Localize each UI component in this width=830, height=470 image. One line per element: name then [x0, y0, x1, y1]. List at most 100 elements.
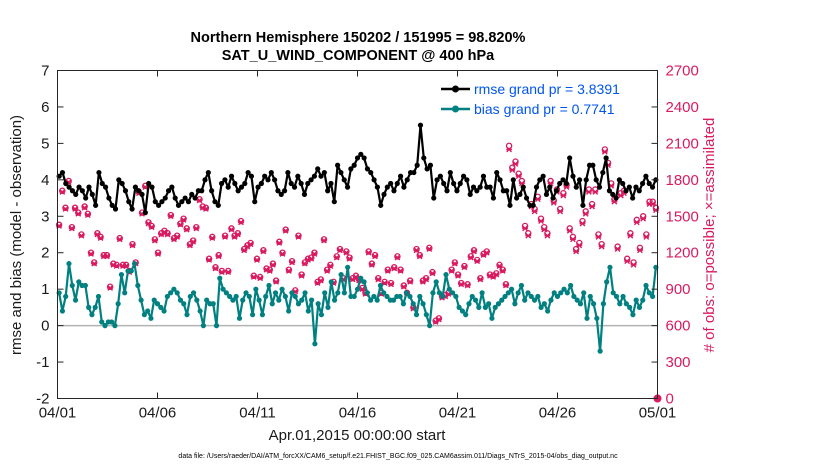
possible-marker: [288, 257, 296, 265]
rmse-point: [318, 173, 324, 179]
bias-point: [161, 308, 167, 314]
rmse-point: [285, 169, 291, 176]
rmse-point: [583, 177, 589, 183]
possible-marker: [71, 204, 79, 212]
legend-bias-label: bias grand pr = 0.7741: [474, 101, 615, 117]
rmse-point: [643, 173, 649, 179]
rmse-point: [96, 169, 102, 176]
assimilated-marker: [435, 316, 442, 323]
bias-point: [63, 293, 69, 300]
assimilated-marker: [544, 232, 551, 239]
possible-marker: [263, 265, 270, 272]
possible-marker: [464, 281, 471, 288]
assimilated-marker: [228, 226, 235, 233]
rmse-point: [252, 199, 258, 205]
rmse-point: [447, 169, 453, 176]
bias-point: [89, 312, 95, 318]
bias-point: [525, 290, 531, 296]
bias-point: [276, 297, 282, 303]
rmse-point: [639, 180, 646, 187]
bias-point: [476, 304, 482, 310]
assimilated-marker: [183, 226, 190, 233]
bias-point: [131, 261, 138, 267]
rmse-point: [570, 173, 576, 179]
bias-point: [371, 293, 377, 300]
left-tick-label: 0: [41, 318, 49, 335]
rmse-point: [179, 199, 185, 205]
right-tick-label: 1200: [666, 245, 699, 262]
bias-point: [541, 301, 547, 307]
bias-point: [236, 315, 243, 321]
possible-marker: [94, 230, 101, 237]
rmse-point: [616, 177, 622, 183]
rmse-point: [351, 162, 357, 168]
possible-marker: [496, 261, 503, 269]
possible-marker: [193, 223, 200, 231]
rmse-point: [507, 202, 513, 208]
right-tick-label: 2100: [666, 135, 699, 152]
possible-marker: [406, 277, 414, 284]
possible-marker: [483, 248, 491, 255]
possible-marker: [461, 262, 468, 270]
bias-point: [259, 312, 266, 318]
assimilated-marker: [321, 237, 327, 244]
x-tick-label: 04/26: [539, 405, 577, 422]
right-tick-label: 900: [666, 281, 691, 298]
legend-rmse-label: rmse grand pr = 3.8391: [474, 81, 620, 97]
bias-point: [282, 293, 288, 300]
rmse-point: [63, 180, 69, 187]
rmse-point: [590, 162, 596, 168]
bias-point: [584, 315, 590, 321]
bias-point: [604, 279, 610, 285]
bias-point: [302, 290, 308, 296]
possible-marker: [285, 266, 293, 273]
assimilated-marker: [337, 247, 343, 254]
rmse-point: [331, 199, 337, 205]
rmse-point: [348, 166, 354, 172]
rmse-point: [354, 155, 361, 161]
assimilated-marker: [368, 261, 375, 268]
rmse-point: [451, 180, 457, 187]
bias-point: [613, 293, 620, 300]
right-tick-label: 300: [666, 354, 691, 371]
rmse-point: [165, 188, 172, 194]
bias-point: [243, 290, 249, 296]
possible-marker: [381, 278, 388, 286]
possible-marker: [180, 215, 187, 222]
rmse-point: [397, 173, 404, 179]
bias-point: [204, 297, 210, 303]
possible-marker: [209, 233, 216, 241]
bias-point: [436, 290, 443, 296]
bias-point: [338, 271, 344, 278]
x-tick-label: 04/16: [339, 405, 377, 422]
possible-marker: [276, 238, 283, 246]
possible-marker: [55, 221, 63, 229]
bias-point: [571, 293, 577, 300]
assimilated-marker: [471, 248, 477, 255]
assimilated-marker: [397, 268, 404, 274]
assimilated-marker: [416, 253, 423, 260]
left-tick-label: 5: [41, 135, 49, 152]
bias-point: [115, 301, 121, 307]
assimilated-marker: [614, 246, 621, 252]
possible-marker: [167, 211, 175, 219]
assimilated-marker: [365, 249, 372, 256]
assimilated-marker: [493, 271, 500, 278]
possible-marker: [234, 230, 242, 237]
rmse-point: [384, 184, 390, 190]
possible-marker: [186, 240, 194, 248]
assimilated-marker: [203, 206, 209, 212]
bias-point: [551, 290, 557, 296]
rmse-point: [374, 184, 380, 190]
rmse-point: [368, 169, 374, 176]
rmse-point: [69, 188, 76, 194]
possible-marker: [426, 244, 433, 252]
rmse-point: [593, 177, 599, 183]
assimilated-marker: [467, 254, 474, 261]
possible-marker: [323, 266, 331, 273]
assimilated-marker: [477, 276, 484, 283]
possible-marker: [68, 223, 76, 231]
assimilated-marker: [633, 219, 640, 226]
possible-marker: [183, 225, 191, 232]
possible-marker: [371, 251, 379, 259]
